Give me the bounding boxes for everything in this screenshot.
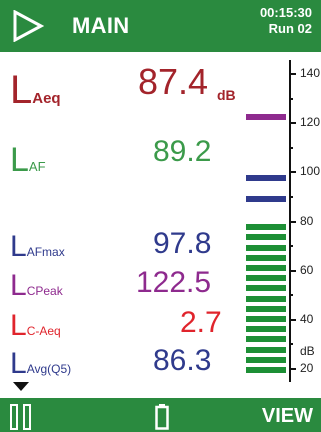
- reading-symbol: L: [10, 230, 27, 263]
- reading-subscript: AFmax: [26, 245, 65, 259]
- play-icon[interactable]: [12, 9, 45, 43]
- scale-label: 80: [300, 213, 314, 228]
- scale-tick: [289, 318, 296, 321]
- level-bar-segment: [246, 224, 286, 231]
- scale-tick: [289, 171, 296, 174]
- battery-icon: [155, 404, 169, 430]
- reading-value: 97.8: [153, 227, 212, 260]
- reading-symbol: L: [10, 68, 33, 112]
- level-bar-segment: [246, 244, 286, 251]
- level-bar-segment: [246, 275, 286, 282]
- scale-tick: [289, 73, 296, 75]
- reading-value: 86.3: [153, 344, 212, 377]
- scale-unit-label: dB: [300, 343, 315, 358]
- scale-label: 100: [300, 164, 321, 179]
- reading-lavg[interactable]: LAvg(Q5) 86.3: [10, 343, 230, 379]
- scale-label: 60: [300, 262, 314, 277]
- level-bar-segment: [246, 367, 286, 373]
- reading-lcaeq[interactable]: LC-Aeq 2.7: [10, 305, 230, 341]
- page-title: MAIN: [72, 13, 130, 38]
- scale-label: 40: [300, 311, 314, 326]
- level-bar-segment: [246, 305, 286, 312]
- level-bar-segment: [246, 356, 286, 363]
- scale-tick: [289, 220, 296, 223]
- level-bargraph: 140 120 100 80 60 40 20 dB: [240, 60, 321, 382]
- marker-bar-peak: [246, 114, 286, 121]
- run-number: Run 02: [268, 21, 312, 36]
- level-bar-segment: [246, 234, 286, 241]
- reading-unit: dB: [217, 87, 236, 103]
- elapsed-time: 00:15:30: [259, 5, 312, 20]
- scale-tick: [289, 269, 296, 272]
- scroll-down-icon[interactable]: [13, 382, 29, 391]
- footer-bar: VIEW: [0, 398, 321, 432]
- level-bar-segment: [246, 346, 286, 353]
- level-bar-segment: [246, 295, 286, 302]
- header-bar: MAIN 00:15:30 Run 02: [0, 0, 321, 52]
- scale-minor-tick: [289, 245, 293, 248]
- reading-value: 2.7: [180, 306, 222, 339]
- reading-symbol: L: [10, 269, 27, 302]
- scale-tick: [289, 122, 296, 125]
- scale-minor-tick: [289, 343, 293, 346]
- reading-symbol: L: [10, 347, 27, 380]
- level-bar-segment: [246, 254, 286, 261]
- reading-subscript: CPeak: [26, 284, 63, 298]
- reading-lcpeak[interactable]: LCPeak 122.5: [10, 265, 230, 301]
- clock-run-info: 00:15:30 Run 02: [260, 5, 312, 37]
- reading-lafmax[interactable]: LAFmax 97.8: [10, 226, 230, 262]
- level-bar-segment: [246, 285, 286, 292]
- reading-laf[interactable]: LAF 89.2: [10, 133, 230, 179]
- reading-subscript: C-Aeq: [26, 324, 61, 338]
- reading-value: 89.2: [153, 135, 212, 168]
- reading-subscript: Avg(Q5): [26, 362, 72, 376]
- scale-minor-tick: [289, 294, 293, 297]
- level-bar-segment: [246, 336, 286, 343]
- scale-minor-tick: [289, 195, 293, 198]
- scale-minor-tick: [289, 146, 293, 149]
- reading-value: 87.4: [138, 61, 209, 102]
- reading-symbol: L: [10, 309, 27, 342]
- scale-label: 120: [300, 115, 321, 130]
- reading-subscript: AF: [28, 159, 46, 174]
- level-bar-segment: [246, 265, 286, 271]
- pause-icon[interactable]: [10, 404, 34, 430]
- scale-tick: [289, 368, 296, 370]
- view-button[interactable]: VIEW: [261, 405, 313, 427]
- scale-minor-tick: [289, 97, 293, 100]
- level-bar-segment: [246, 316, 286, 322]
- reading-symbol: L: [10, 141, 29, 179]
- reading-value: 122.5: [136, 266, 212, 299]
- scale-label: 140: [300, 66, 321, 80]
- scale-label: 20: [300, 361, 314, 375]
- reading-laeq[interactable]: LAeq 87.4 dB: [10, 61, 236, 112]
- level-bar-segment: [246, 326, 286, 333]
- reading-subscript: Aeq: [32, 90, 61, 107]
- marker-bar-fast: [246, 195, 286, 202]
- marker-bar-max: [246, 174, 286, 181]
